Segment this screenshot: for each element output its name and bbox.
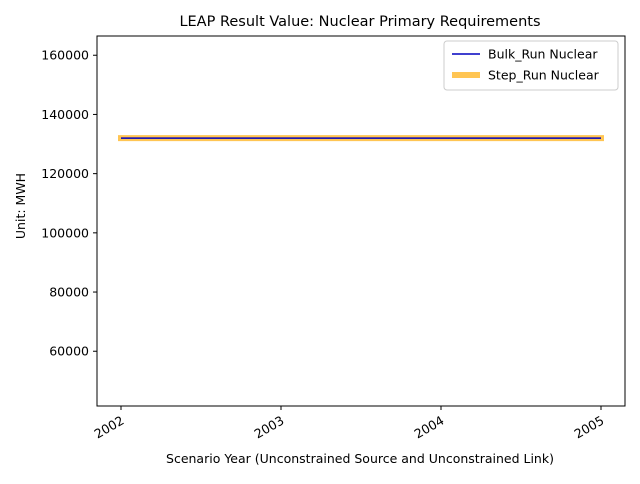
y-tick-label: 100000 bbox=[41, 225, 89, 240]
plot-area bbox=[97, 36, 625, 406]
legend: Bulk_Run Nuclear Step_Run Nuclear bbox=[443, 40, 619, 91]
legend-box bbox=[443, 40, 619, 91]
chart-title: LEAP Result Value: Nuclear Primary Requi… bbox=[179, 14, 540, 30]
x-tick-label: 2003 bbox=[251, 413, 286, 442]
y-tick-label: 140000 bbox=[41, 107, 89, 122]
y-tick-label: 160000 bbox=[41, 48, 89, 63]
x-axis-label: Scenario Year (Unconstrained Source and … bbox=[166, 451, 554, 466]
x-tick-label: 2005 bbox=[571, 413, 606, 442]
plot-background bbox=[97, 36, 625, 406]
y-tick-label: 80000 bbox=[49, 285, 89, 300]
y-tick-label: 60000 bbox=[49, 344, 89, 359]
x-tick-label: 2004 bbox=[411, 413, 446, 442]
x-tick-label: 2002 bbox=[91, 413, 126, 442]
legend-label: Step_Run Nuclear bbox=[488, 68, 600, 83]
legend-label: Bulk_Run Nuclear bbox=[488, 47, 598, 62]
y-axis-label: Unit: MWH bbox=[13, 173, 28, 239]
plot-frame bbox=[96, 35, 626, 407]
y-tick-label: 120000 bbox=[41, 166, 89, 181]
